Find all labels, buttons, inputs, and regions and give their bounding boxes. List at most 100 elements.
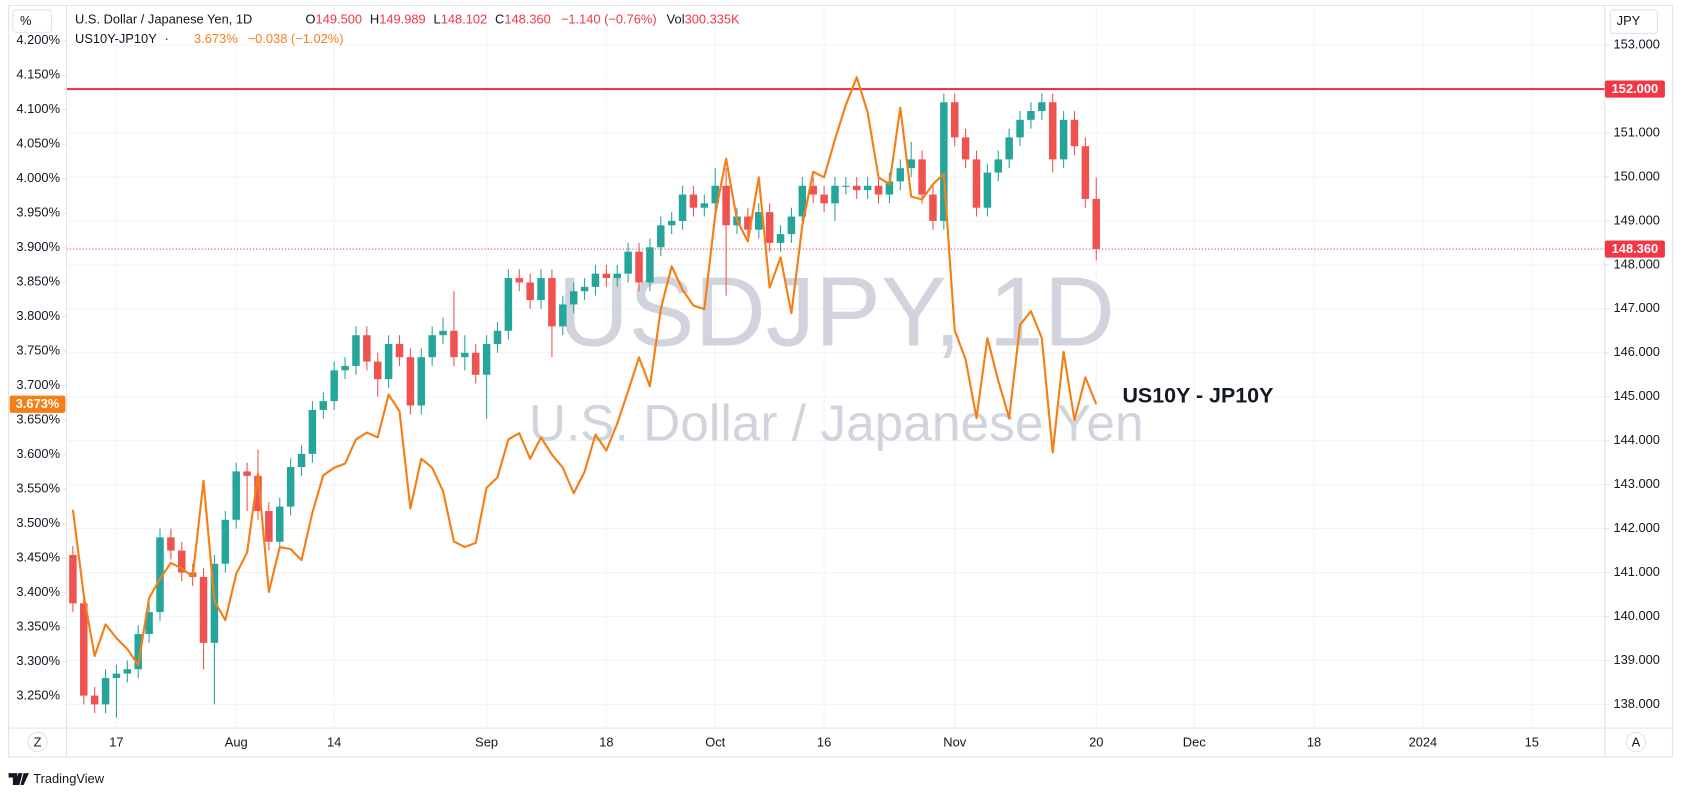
y-tick-label: 146.000 (1613, 344, 1659, 359)
candle-body (602, 273, 611, 279)
candle-body (820, 194, 828, 204)
brand-name: TradingView (33, 771, 104, 786)
ohlc-label: C (495, 12, 504, 27)
ohlc-value: 149.989 (379, 12, 425, 27)
candle-body (1081, 146, 1090, 199)
candle-body (275, 506, 284, 542)
candle-body (428, 335, 436, 358)
candle-body (755, 212, 763, 230)
plot (66, 76, 1605, 718)
y-tick-label: 142.000 (1613, 520, 1659, 535)
y2-tick-label: 4.200% (16, 32, 60, 47)
candle-body (831, 185, 839, 204)
candle-body (493, 330, 502, 344)
candle-body (809, 185, 817, 195)
candle-body (112, 673, 121, 679)
candle-body (297, 453, 306, 468)
candle-body (286, 467, 295, 507)
right-unit-button[interactable] (1609, 9, 1658, 34)
candle-body (722, 185, 730, 226)
candle-body (580, 286, 589, 292)
y2-tick-label: 3.400% (16, 584, 60, 599)
y2-tick-label: 3.600% (16, 446, 60, 461)
candle-body (439, 330, 447, 336)
candle-body (330, 370, 338, 402)
left-unit-button[interactable] (12, 9, 52, 33)
ohlc-value: 148.360 (504, 12, 550, 27)
candle-body (504, 278, 513, 331)
y2-tick-label: 3.900% (16, 239, 60, 254)
x-tick-label: Dec (1183, 735, 1206, 750)
candle-body (842, 185, 850, 187)
y-tick-label: 144.000 (1613, 432, 1659, 447)
y-tick-label: 143.000 (1613, 476, 1659, 491)
candle-body (145, 612, 153, 635)
candle-body (123, 669, 132, 674)
x-tick-label: 14 (327, 735, 341, 750)
candle-body (134, 634, 142, 670)
y2-tick-label: 3.750% (16, 343, 60, 358)
ohlc-value: 148.102 (441, 12, 487, 27)
candle-body (874, 185, 883, 195)
y-tick-label: 140.000 (1613, 608, 1659, 623)
x-tick-label: Aug (225, 735, 248, 750)
candle-body (863, 185, 872, 191)
candle-body (657, 225, 665, 248)
annotation: US10Y - JP10Y (1122, 384, 1273, 408)
hline-label-text: 152.000 (1612, 81, 1658, 96)
candle-body (689, 194, 698, 208)
candle-body (90, 695, 99, 705)
x-tick-label: 2024 (1409, 735, 1438, 750)
y-tick-label: 139.000 (1613, 652, 1659, 667)
y-tick-label: 138.000 (1613, 696, 1659, 711)
candle-body (515, 278, 524, 283)
candle-body (700, 203, 709, 208)
candle-body (1092, 198, 1101, 250)
vol-label: Vol (667, 12, 685, 27)
candle-body (744, 216, 752, 230)
candle-body (384, 343, 393, 380)
zoom-button[interactable] (27, 731, 48, 753)
y2-tick-label: 4.000% (16, 170, 60, 185)
candle-body (896, 168, 905, 182)
y-tick-label: 148.000 (1613, 256, 1659, 271)
y-tick-label: 153.000 (1613, 36, 1659, 51)
candle-body (635, 251, 643, 283)
y2-tick-label: 3.700% (16, 377, 60, 392)
last-price-label-box (1604, 240, 1665, 258)
candle-body (417, 357, 426, 406)
y2-tick-label: 3.650% (16, 412, 60, 427)
x-tick-label: Sep (475, 735, 498, 750)
ohlc-value: 149.500 (316, 12, 362, 27)
x-tick-label: 16 (817, 735, 831, 750)
candle-body (907, 159, 915, 169)
y2-tick-label: 3.800% (16, 308, 60, 323)
candle-body (352, 335, 360, 366)
y2-tick-label: 3.300% (16, 653, 60, 668)
candle-body (787, 216, 796, 235)
auto-button[interactable] (1625, 731, 1647, 753)
candle-body (776, 234, 785, 243)
candle-body (711, 185, 719, 204)
candle-body (548, 278, 556, 327)
candle-body (373, 361, 382, 380)
vol-value: 300.335K (685, 12, 740, 27)
candle-body (308, 409, 317, 454)
y2-tick-label: 3.350% (16, 618, 60, 633)
candle-body (1027, 111, 1035, 120)
candle-body (994, 159, 1003, 173)
watermark-description: U.S. Dollar / Japanese Yen (529, 393, 1144, 451)
spread-line (71, 76, 1098, 667)
candle-body (591, 273, 600, 287)
y2-tick-label: 3.950% (16, 205, 60, 220)
spread-value: 3.673% (194, 31, 238, 46)
y2-tick-label: 4.150% (16, 67, 60, 82)
y2-tick-label: 3.550% (16, 480, 60, 495)
candle-body (1070, 119, 1079, 147)
brand-logo (8, 773, 29, 785)
candle-body (667, 220, 676, 226)
candle-body (80, 603, 88, 696)
y2-tick-label: 3.450% (16, 549, 60, 564)
candle-body (940, 102, 948, 221)
